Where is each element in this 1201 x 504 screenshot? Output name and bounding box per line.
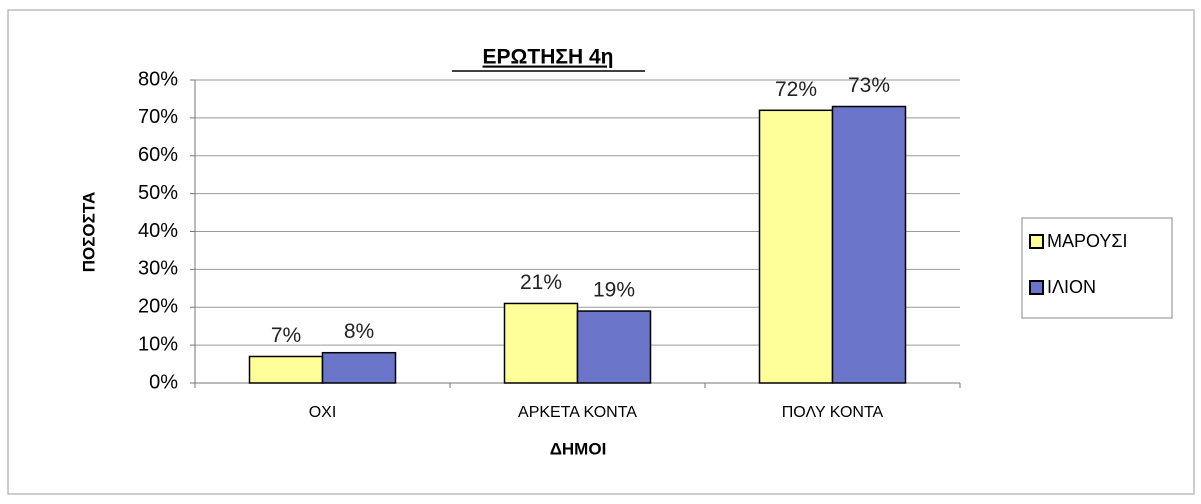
y-tick-label: 0% <box>149 371 178 393</box>
bar <box>831 105 907 384</box>
bar <box>503 302 579 384</box>
x-tick-label: ΟΧΙ <box>309 404 337 421</box>
legend-label: ΙΛΙΟΝ <box>1047 277 1096 297</box>
y-tick-label: 10% <box>138 333 178 355</box>
y-tick-label: 40% <box>138 220 178 242</box>
x-tick-label: ΑΡΚΕΤΑ ΚΟΝΤΑ <box>518 404 637 421</box>
legend-label: ΜΑΡΟΥΣΙ <box>1047 231 1128 251</box>
bar <box>321 351 397 384</box>
x-axis-label: ΔΗΜΟΙ <box>550 439 607 458</box>
y-tick-label: 30% <box>138 258 178 280</box>
legend <box>1021 217 1173 319</box>
value-label: 72% <box>775 78 817 101</box>
legend-swatch <box>1029 234 1044 249</box>
y-tick-label: 70% <box>138 106 178 128</box>
y-tick-label: 20% <box>138 296 178 318</box>
y-tick-label: 60% <box>138 144 178 166</box>
x-tick-label: ΠΟΛΥ ΚΟΝΤΑ <box>782 404 884 421</box>
value-label: 19% <box>593 279 635 302</box>
y-axis-label: ΠΟΣΟΣΤΑ <box>79 192 98 273</box>
value-label: 8% <box>344 320 374 343</box>
value-label: 7% <box>271 324 301 347</box>
value-label: 21% <box>520 271 562 294</box>
legend-swatch <box>1029 280 1044 295</box>
bar <box>758 109 834 384</box>
y-tick-label: 80% <box>138 68 178 90</box>
value-label: 73% <box>848 74 890 97</box>
bar <box>576 310 652 384</box>
y-tick-label: 50% <box>138 182 178 204</box>
bar <box>248 355 324 384</box>
chart-title: ΕΡΩΤΗΣΗ 4η <box>483 46 614 69</box>
frame <box>7 9 1195 495</box>
